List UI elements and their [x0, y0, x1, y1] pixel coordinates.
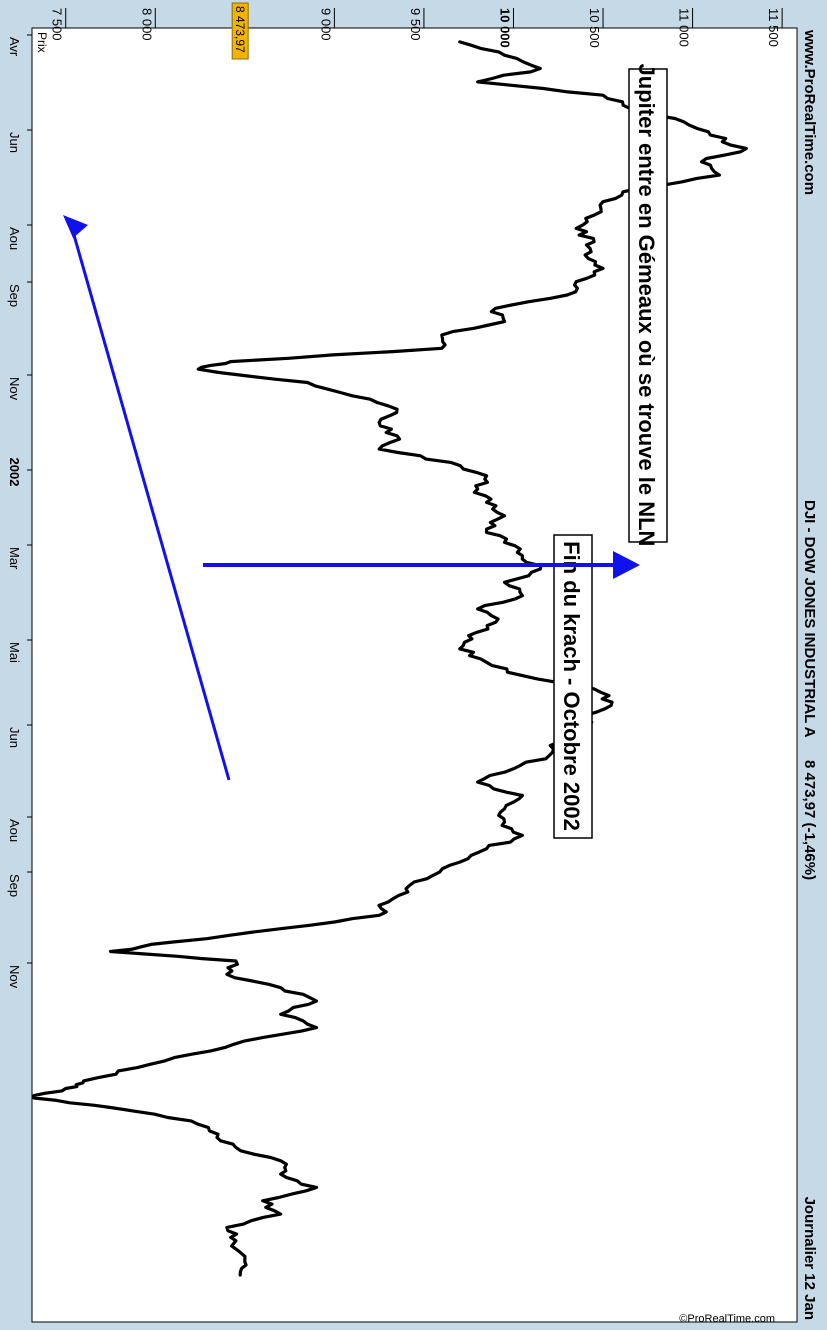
x-tick-label: Jun [7, 727, 22, 748]
arrow-jupiter-head [613, 551, 640, 579]
arrow-jupiter [203, 551, 640, 579]
annotation-krach-text: Fin du krach - Octobre 2002 [559, 541, 584, 831]
arrow-krach [63, 215, 231, 781]
x-tick-label: Aou [7, 819, 22, 842]
x-tick-label: Nov [7, 965, 22, 989]
y-tick-label: 9 500 [408, 8, 423, 41]
annotation-jupiter-box [628, 68, 668, 543]
annotation-krach: Fin du krach - Octobre 2002 [553, 534, 593, 839]
watermark: ©ProRealTime.com [679, 1313, 775, 1325]
x-axis: Avr Jun Aou Sep Nov 2002 Mar Mai Jun Aou Sep Nov [7, 34, 32, 989]
x-tick-label: Mar [7, 547, 22, 570]
arrow-krach-head [63, 215, 88, 238]
plot-area [31, 27, 798, 1323]
y-axis: 11 500 11 000 10 500 10 000 9 500 9 000 8 000 7… [50, 8, 783, 48]
annotation-krach-box [553, 534, 593, 839]
x-tick-label: Nov [7, 377, 22, 401]
x-tick-label: Aou [7, 227, 22, 250]
annotation-jupiter: Jupiter entre en Gémeaux où se trouve le… [628, 64, 668, 547]
price-series-line [32, 40, 748, 1277]
x-tick-label: Jun [7, 132, 22, 153]
x-tick-label: 2002 [7, 458, 22, 487]
y-tick-label: 10 500 [587, 8, 602, 48]
y-tick-label: 11 000 [677, 8, 692, 47]
x-tick-label: Sep [7, 284, 22, 307]
last-price-badge-label: 8 473,97 [233, 6, 247, 53]
period-label: Journalier 12 Jan [801, 1197, 818, 1320]
y-tick-label: 8 000 [139, 8, 154, 41]
arrow-krach-shaft [68, 220, 231, 781]
y-tick-label: 11 500 [766, 8, 781, 47]
instrument-title: DJI - DOW JONES INDUSTRIAL A [801, 500, 818, 738]
panel-label: Prix [35, 32, 49, 53]
y-tick-label: 7 500 [50, 8, 65, 41]
last-price-badge-box [231, 2, 249, 60]
last-price-badge: 8 473,97 [231, 2, 249, 60]
x-tick-label: Mai [7, 642, 22, 663]
y-tick-label: 9 000 [318, 8, 333, 41]
y-tick-label: 10 000 [497, 8, 512, 48]
x-tick-label: Avr [7, 37, 22, 57]
x-tick-label: Sep [7, 874, 22, 897]
quote-label: 8 473,97 (-1,46%) [801, 760, 818, 880]
annotation-jupiter-text: Jupiter entre en Gémeaux où se trouve le… [634, 64, 659, 547]
site-label: www.ProRealTime.com [801, 29, 818, 195]
